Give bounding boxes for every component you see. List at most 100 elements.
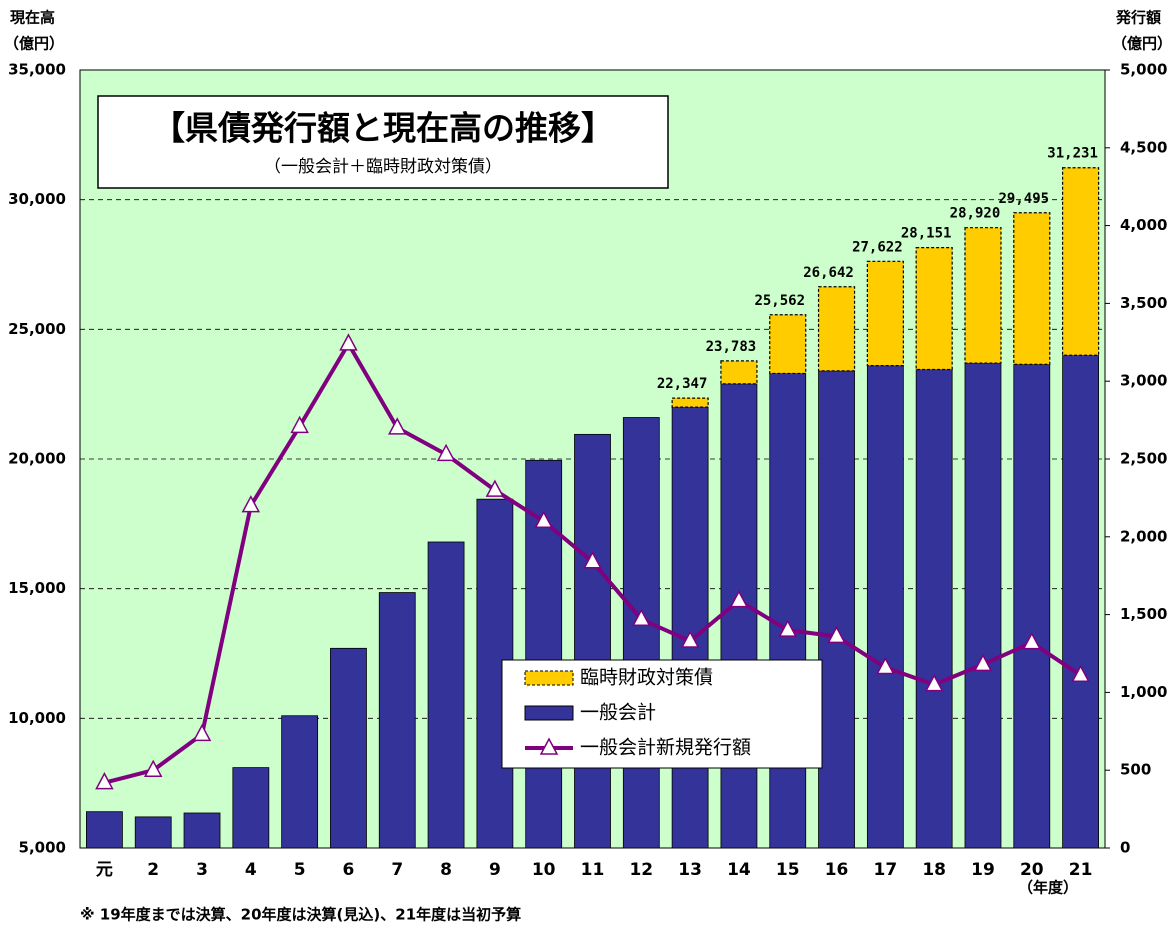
x-axis-label: （年度） <box>1018 879 1078 897</box>
bar <box>330 647 367 849</box>
line-marker <box>876 656 895 675</box>
bar <box>86 811 123 849</box>
line-marker <box>485 479 505 497</box>
x-tick-label: 15 <box>776 860 800 880</box>
bar-segment <box>866 260 904 367</box>
x-tick-label: 13 <box>678 860 702 880</box>
total-label: 28,920 <box>950 206 1001 222</box>
bar <box>671 406 709 849</box>
bar-segment <box>769 314 807 375</box>
bar <box>818 370 855 849</box>
line-marker <box>95 772 114 790</box>
legend-swatch <box>524 705 574 721</box>
x-tick-label: 20 <box>1020 860 1044 880</box>
bar <box>769 373 807 849</box>
total-label: 23,783 <box>706 339 757 355</box>
total-label: 25,562 <box>754 293 805 309</box>
line-marker <box>680 630 700 648</box>
bar-segment <box>964 227 1002 364</box>
total-label: 28,151 <box>901 226 952 242</box>
x-tick-label: 11 <box>581 860 605 880</box>
line-marker <box>729 590 749 608</box>
y-axis-label: （億円） <box>4 35 64 53</box>
bar <box>574 433 611 849</box>
y2-tick-label: 1,000 <box>1120 683 1167 701</box>
x-tick-label: 5 <box>294 860 306 880</box>
line-marker <box>436 443 456 462</box>
line-marker <box>973 653 993 672</box>
line-marker <box>241 495 261 513</box>
bar <box>720 383 758 849</box>
y2-tick-label: 0 <box>1120 839 1130 857</box>
bar-segment <box>720 360 758 385</box>
bar <box>866 365 904 849</box>
x-tick-label: 16 <box>825 860 849 880</box>
marks <box>86 167 1100 849</box>
total-label: 27,622 <box>852 239 903 255</box>
y2-tick-label: 500 <box>1120 761 1151 779</box>
y-tick-label: 15,000 <box>8 579 66 597</box>
footnote: ※ 19年度までは決算、20年度は決算(見込)、21年度は当初予算 <box>80 906 521 924</box>
line-marker <box>1071 664 1090 683</box>
bar <box>427 541 465 849</box>
y-axis-label: 現在高 <box>10 9 55 27</box>
line-marker <box>827 625 846 644</box>
x-tick-label: 3 <box>196 860 208 880</box>
bar <box>134 816 172 849</box>
bar <box>915 369 953 849</box>
y-tick-label: 35,000 <box>8 61 66 79</box>
bar-segment <box>915 247 953 371</box>
chart-title: 【県債発行額と現在高の推移】 <box>152 109 614 148</box>
bar <box>183 812 221 849</box>
y2-axis-label: 発行額 <box>1115 9 1161 27</box>
y2-tick-label: 3,500 <box>1120 294 1167 312</box>
x-tick-label: 6 <box>343 860 355 880</box>
bar <box>1062 354 1099 849</box>
bar-segment <box>1013 212 1051 365</box>
bar <box>622 417 660 849</box>
legend-label: 臨時財政対策債 <box>580 667 713 689</box>
x-tick-label: 8 <box>440 860 452 880</box>
y2-tick-label: 3,000 <box>1120 372 1167 390</box>
line-marker <box>290 415 309 434</box>
y-tick-label: 30,000 <box>8 190 66 208</box>
y2-tick-label: 4,500 <box>1120 138 1167 156</box>
line-marker <box>1022 632 1042 650</box>
y-tick-label: 5,000 <box>19 839 66 857</box>
x-tick-label: 10 <box>532 860 556 880</box>
line-marker <box>534 510 553 528</box>
legend-swatch <box>524 670 574 686</box>
y2-tick-label: 4,000 <box>1120 216 1167 234</box>
x-tick-label: 12 <box>629 860 653 880</box>
y2-tick-label: 2,000 <box>1120 527 1167 545</box>
total-label: 22,347 <box>657 376 708 392</box>
x-tick-label: 19 <box>971 860 995 880</box>
y-tick-label: 20,000 <box>8 450 66 468</box>
bar <box>232 767 270 849</box>
y2-axis-label: （億円） <box>1112 35 1172 53</box>
bar <box>1013 363 1051 849</box>
total-label: 26,642 <box>803 265 854 281</box>
bar <box>378 592 416 849</box>
line-marker <box>388 417 407 435</box>
y2-tick-label: 1,500 <box>1120 605 1167 623</box>
legend-label: 一般会計 <box>580 702 656 724</box>
x-tick-label: 9 <box>489 860 501 880</box>
y2-tick-label: 5,000 <box>1120 61 1167 79</box>
line-marker <box>143 759 163 777</box>
x-tick-label: 元 <box>96 860 113 880</box>
y-tick-label: 10,000 <box>8 709 66 727</box>
line-marker <box>339 333 358 351</box>
legend-marker <box>539 737 559 755</box>
x-tick-label: 14 <box>727 860 751 880</box>
x-tick-label: 21 <box>1069 860 1093 880</box>
line-marker <box>778 619 797 637</box>
total-label: 31,231 <box>1047 146 1098 162</box>
line-marker <box>583 551 602 569</box>
x-tick-label: 4 <box>245 860 257 880</box>
line-marker <box>924 674 944 692</box>
x-tick-label: 7 <box>391 860 403 880</box>
